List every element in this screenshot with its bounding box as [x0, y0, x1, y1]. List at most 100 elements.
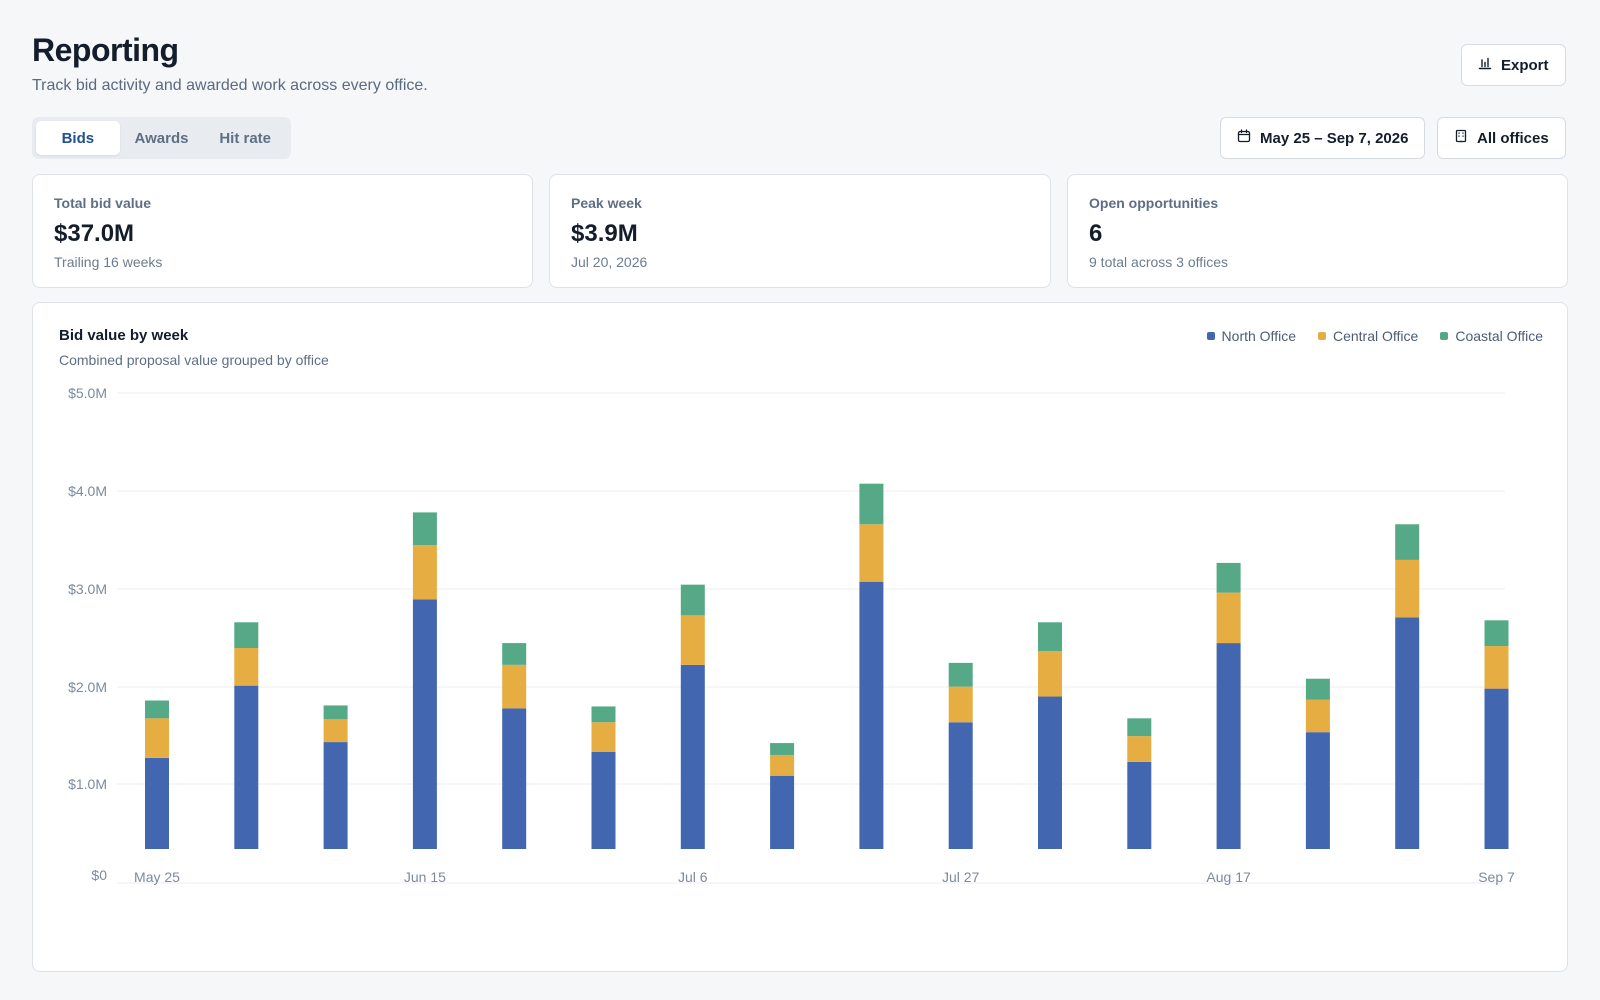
bar-segment-central-office	[145, 718, 169, 758]
date-range-button[interactable]: May 25 – Sep 7, 2026	[1220, 117, 1426, 159]
bar-segment-central-office	[1216, 592, 1241, 644]
bar-segment-coastal-office	[502, 643, 527, 665]
bar-segment-coastal-office	[1038, 622, 1062, 651]
legend-label: North Office	[1221, 328, 1296, 344]
office-filter-label: All offices	[1477, 129, 1549, 147]
bar-segment-central-office	[412, 545, 437, 600]
bar-segment-north-office	[948, 722, 973, 849]
bar-segment-coastal-office	[1395, 524, 1420, 560]
bar-segment-north-office	[859, 581, 884, 849]
stat-value: $37.0M	[54, 220, 135, 247]
bar-segment-north-office	[1395, 617, 1420, 849]
chart-title: Bid value by week	[59, 327, 189, 344]
stat-label: Total bid value	[54, 195, 151, 211]
x-tick-label: Jun 15	[404, 869, 446, 885]
bar-segment-north-office	[1305, 732, 1330, 849]
y-tick-label: $4.0M	[68, 483, 107, 499]
bar-segment-coastal-office	[145, 700, 169, 719]
legend-item-north[interactable]: North Office	[1206, 328, 1296, 344]
building-icon	[1454, 129, 1468, 147]
bar-segment-north-office	[1484, 688, 1509, 849]
legend-swatch	[1206, 332, 1215, 340]
bar-segment-central-office	[859, 524, 884, 582]
stat-subtext: Jul 20, 2026	[571, 254, 648, 270]
bar-chart-icon	[1478, 56, 1492, 74]
bar-segment-north-office	[680, 664, 705, 849]
legend-item-coastal[interactable]: Coastal Office	[1440, 328, 1543, 344]
bar-segment-north-office	[1127, 761, 1152, 849]
bar-segment-coastal-office	[412, 512, 437, 546]
bar-segment-central-office	[1038, 651, 1062, 697]
export-button[interactable]: Export	[1461, 44, 1566, 86]
bid-value-chart-card: $0 $1.0M $2.0M $3.0M $4.0M $5.0M May 25 Jun 15 J…	[32, 302, 1568, 972]
bar-segment-central-office	[1305, 699, 1330, 733]
stat-subtext: 9 total across 3 offices	[1089, 254, 1229, 270]
x-tick-label: Sep 7	[1478, 869, 1515, 885]
view-tabs: Bids Awards Hit rate	[32, 117, 291, 159]
bar-segment-coastal-office	[234, 622, 259, 649]
y-tick-label: $3.0M	[68, 581, 107, 597]
bar-segment-central-office	[1395, 559, 1420, 618]
bar-segment-coastal-office	[948, 662, 973, 687]
export-label: Export	[1501, 56, 1549, 74]
page-header: Reporting Track bid activity and awarded…	[32, 32, 428, 95]
tab-hit-rate[interactable]: Hit rate	[219, 129, 272, 147]
bar-segment-coastal-office	[1127, 718, 1152, 737]
x-tick-label: Jul 27	[942, 869, 980, 885]
chart-legend: North Office Central Office Coastal Offi…	[1206, 328, 1543, 344]
bar-segment-north-office	[412, 599, 437, 849]
bar-segment-north-office	[234, 685, 259, 849]
tab-bids[interactable]: Bids	[36, 121, 120, 155]
bar-segment-north-office	[323, 742, 348, 849]
legend-swatch	[1317, 332, 1326, 340]
date-range-label: May 25 – Sep 7, 2026	[1260, 129, 1409, 147]
bar-segment-north-office	[1216, 643, 1241, 849]
stat-label: Peak week	[571, 195, 642, 211]
bar-segment-central-office	[1127, 736, 1152, 762]
legend-label: Central Office	[1332, 328, 1419, 344]
bar-segment-coastal-office	[1305, 678, 1330, 700]
tab-awards[interactable]: Awards	[134, 129, 189, 147]
bar-segment-coastal-office	[770, 743, 795, 755]
y-tick-label: $5.0M	[68, 385, 107, 401]
bar-segment-coastal-office	[591, 706, 616, 723]
y-tick-label: $2.0M	[68, 679, 107, 695]
bar-segment-central-office	[234, 648, 259, 686]
office-filter-button[interactable]: All offices	[1437, 117, 1566, 159]
x-tick-label: Aug 17	[1206, 869, 1251, 885]
legend-swatch	[1440, 332, 1449, 340]
stat-value: 6	[1089, 220, 1103, 247]
stat-card-open-opportunities: Open opportunities 6 9 total across 3 of…	[1067, 174, 1568, 288]
bar-segment-north-office	[1038, 696, 1062, 849]
x-tick-label: Jul 6	[678, 869, 708, 885]
stat-card-total-bid-value: Total bid value $37.0M Trailing 16 weeks	[32, 174, 533, 288]
x-tick-label: May 25	[134, 869, 180, 885]
page-title: Reporting	[32, 32, 179, 68]
bar-segment-central-office	[680, 615, 705, 665]
bar-segment-north-office	[770, 775, 795, 849]
bar-segment-central-office	[323, 719, 348, 743]
bar-segment-central-office	[591, 722, 616, 752]
y-tick-label: $1.0M	[68, 776, 107, 792]
bar-segment-central-office	[770, 754, 795, 776]
y-tick-label: $0	[91, 867, 107, 883]
bar-segment-coastal-office	[859, 483, 884, 525]
bar-segment-coastal-office	[1216, 562, 1241, 593]
stat-card-peak-week: Peak week $3.9M Jul 20, 2026	[549, 174, 1051, 288]
bar-segment-coastal-office	[1484, 620, 1509, 647]
bar-segment-coastal-office	[680, 584, 705, 616]
stat-label: Open opportunities	[1089, 195, 1219, 211]
legend-item-central[interactable]: Central Office	[1317, 328, 1419, 344]
legend-label: Coastal Office	[1455, 328, 1543, 344]
bar-segment-central-office	[502, 664, 527, 709]
bar-segment-north-office	[502, 708, 527, 849]
bar-segment-north-office	[591, 751, 616, 849]
stat-value: $3.9M	[571, 220, 638, 247]
stat-subtext: Trailing 16 weeks	[54, 254, 163, 270]
page-subtitle: Track bid activity and awarded work acro…	[32, 77, 428, 94]
bar-segment-north-office	[145, 757, 169, 849]
calendar-icon	[1237, 129, 1251, 147]
bid-value-chart: $0 $1.0M $2.0M $3.0M $4.0M $5.0M May 25 Jun 15 J…	[68, 385, 1515, 885]
bar-segment-coastal-office	[323, 705, 348, 720]
chart-subtitle: Combined proposal value grouped by offic…	[59, 352, 329, 368]
